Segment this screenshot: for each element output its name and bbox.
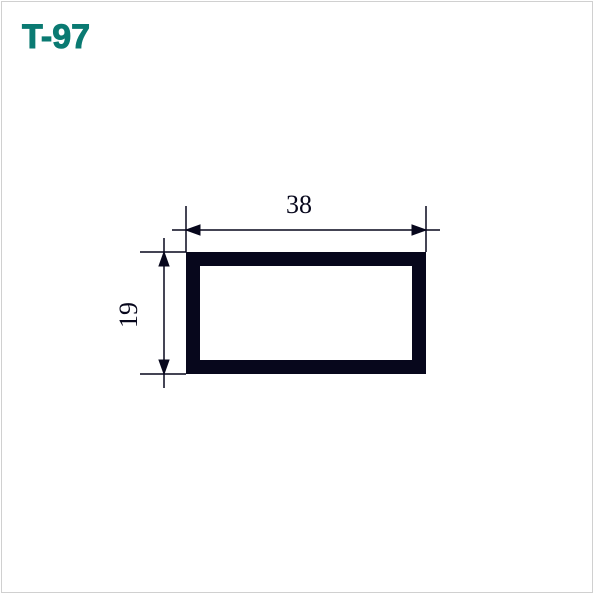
technical-drawing — [0, 0, 594, 594]
height-arrow-bottom — [159, 360, 169, 374]
width-arrow-left — [186, 225, 200, 235]
height-dimension — [140, 238, 186, 388]
height-arrow-top — [159, 252, 169, 266]
width-arrow-right — [412, 225, 426, 235]
profile-shape — [186, 252, 426, 374]
width-dimension-label: 38 — [286, 190, 312, 220]
height-dimension-label: 19 — [114, 302, 144, 328]
profile-inner-rect — [200, 266, 412, 360]
